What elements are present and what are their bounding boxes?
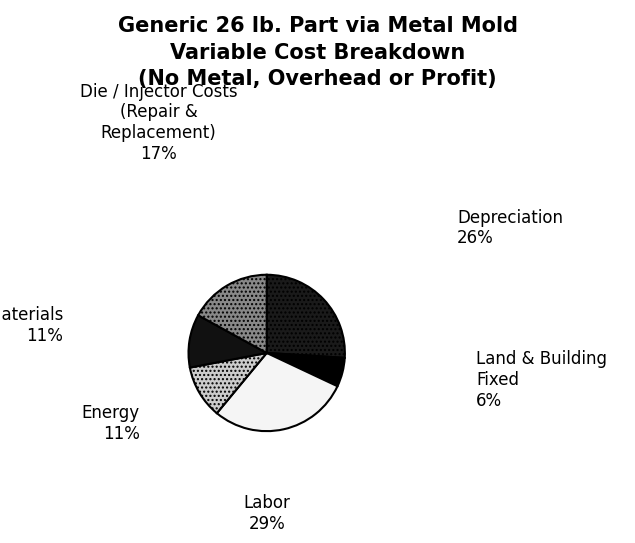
Text: Depreciation
26%: Depreciation 26% (457, 209, 563, 248)
Wedge shape (189, 315, 267, 368)
Text: Labor
29%: Labor 29% (243, 494, 290, 533)
Text: Generic 26 lb. Part via Metal Mold
Variable Cost Breakdown
(No Metal, Overhead o: Generic 26 lb. Part via Metal Mold Varia… (117, 16, 518, 89)
Wedge shape (267, 353, 345, 386)
Wedge shape (217, 353, 337, 431)
Wedge shape (267, 275, 345, 358)
Wedge shape (198, 275, 267, 353)
Text: Die / Injector Costs
(Repair &
Replacement)
17%: Die / Injector Costs (Repair & Replaceme… (80, 83, 237, 163)
Wedge shape (190, 353, 267, 413)
Text: R&M Materials
11%: R&M Materials 11% (0, 306, 64, 345)
Text: Energy
11%: Energy 11% (81, 404, 140, 443)
Text: Land & Building
Fixed
6%: Land & Building Fixed 6% (476, 350, 607, 410)
